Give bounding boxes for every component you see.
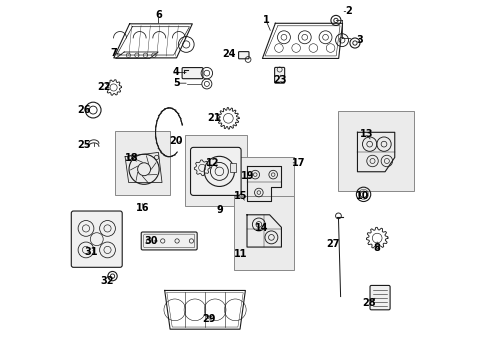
Text: 21: 21 xyxy=(207,113,220,123)
Text: 2: 2 xyxy=(345,6,351,17)
Text: 23: 23 xyxy=(273,75,286,85)
Text: 7: 7 xyxy=(110,48,117,58)
Text: 32: 32 xyxy=(101,276,114,286)
Text: 17: 17 xyxy=(291,158,305,168)
Text: 9: 9 xyxy=(216,206,223,216)
Text: 5: 5 xyxy=(173,78,180,88)
Text: 31: 31 xyxy=(84,247,98,257)
Text: 4: 4 xyxy=(173,67,180,77)
Text: 11: 11 xyxy=(234,248,247,258)
FancyBboxPatch shape xyxy=(182,68,203,79)
Bar xyxy=(229,163,236,172)
FancyBboxPatch shape xyxy=(141,232,197,250)
FancyBboxPatch shape xyxy=(238,51,248,59)
Text: 30: 30 xyxy=(144,236,158,246)
FancyBboxPatch shape xyxy=(274,67,284,83)
FancyBboxPatch shape xyxy=(190,147,241,195)
Text: 29: 29 xyxy=(202,314,215,324)
Text: 18: 18 xyxy=(124,153,138,163)
Text: 22: 22 xyxy=(97,82,110,93)
Text: 3: 3 xyxy=(355,35,362,45)
Text: 13: 13 xyxy=(359,129,372,139)
FancyBboxPatch shape xyxy=(71,211,122,267)
Bar xyxy=(185,135,247,206)
Text: 25: 25 xyxy=(77,140,90,150)
Text: 26: 26 xyxy=(77,105,90,115)
Text: 1: 1 xyxy=(262,15,269,26)
Bar xyxy=(234,196,293,270)
Text: 20: 20 xyxy=(169,136,183,146)
Bar xyxy=(115,131,169,195)
Bar xyxy=(234,157,293,234)
Text: 8: 8 xyxy=(373,243,380,253)
Text: 6: 6 xyxy=(155,10,162,20)
Text: 15: 15 xyxy=(234,191,247,201)
Text: 24: 24 xyxy=(222,49,236,59)
Text: 10: 10 xyxy=(355,191,369,201)
Text: 14: 14 xyxy=(254,224,268,233)
Text: 27: 27 xyxy=(326,239,340,249)
Bar xyxy=(338,111,413,192)
Text: 19: 19 xyxy=(240,171,254,181)
FancyBboxPatch shape xyxy=(369,285,389,310)
Text: 12: 12 xyxy=(205,158,219,168)
Text: 16: 16 xyxy=(135,203,149,213)
Text: 28: 28 xyxy=(362,298,375,308)
